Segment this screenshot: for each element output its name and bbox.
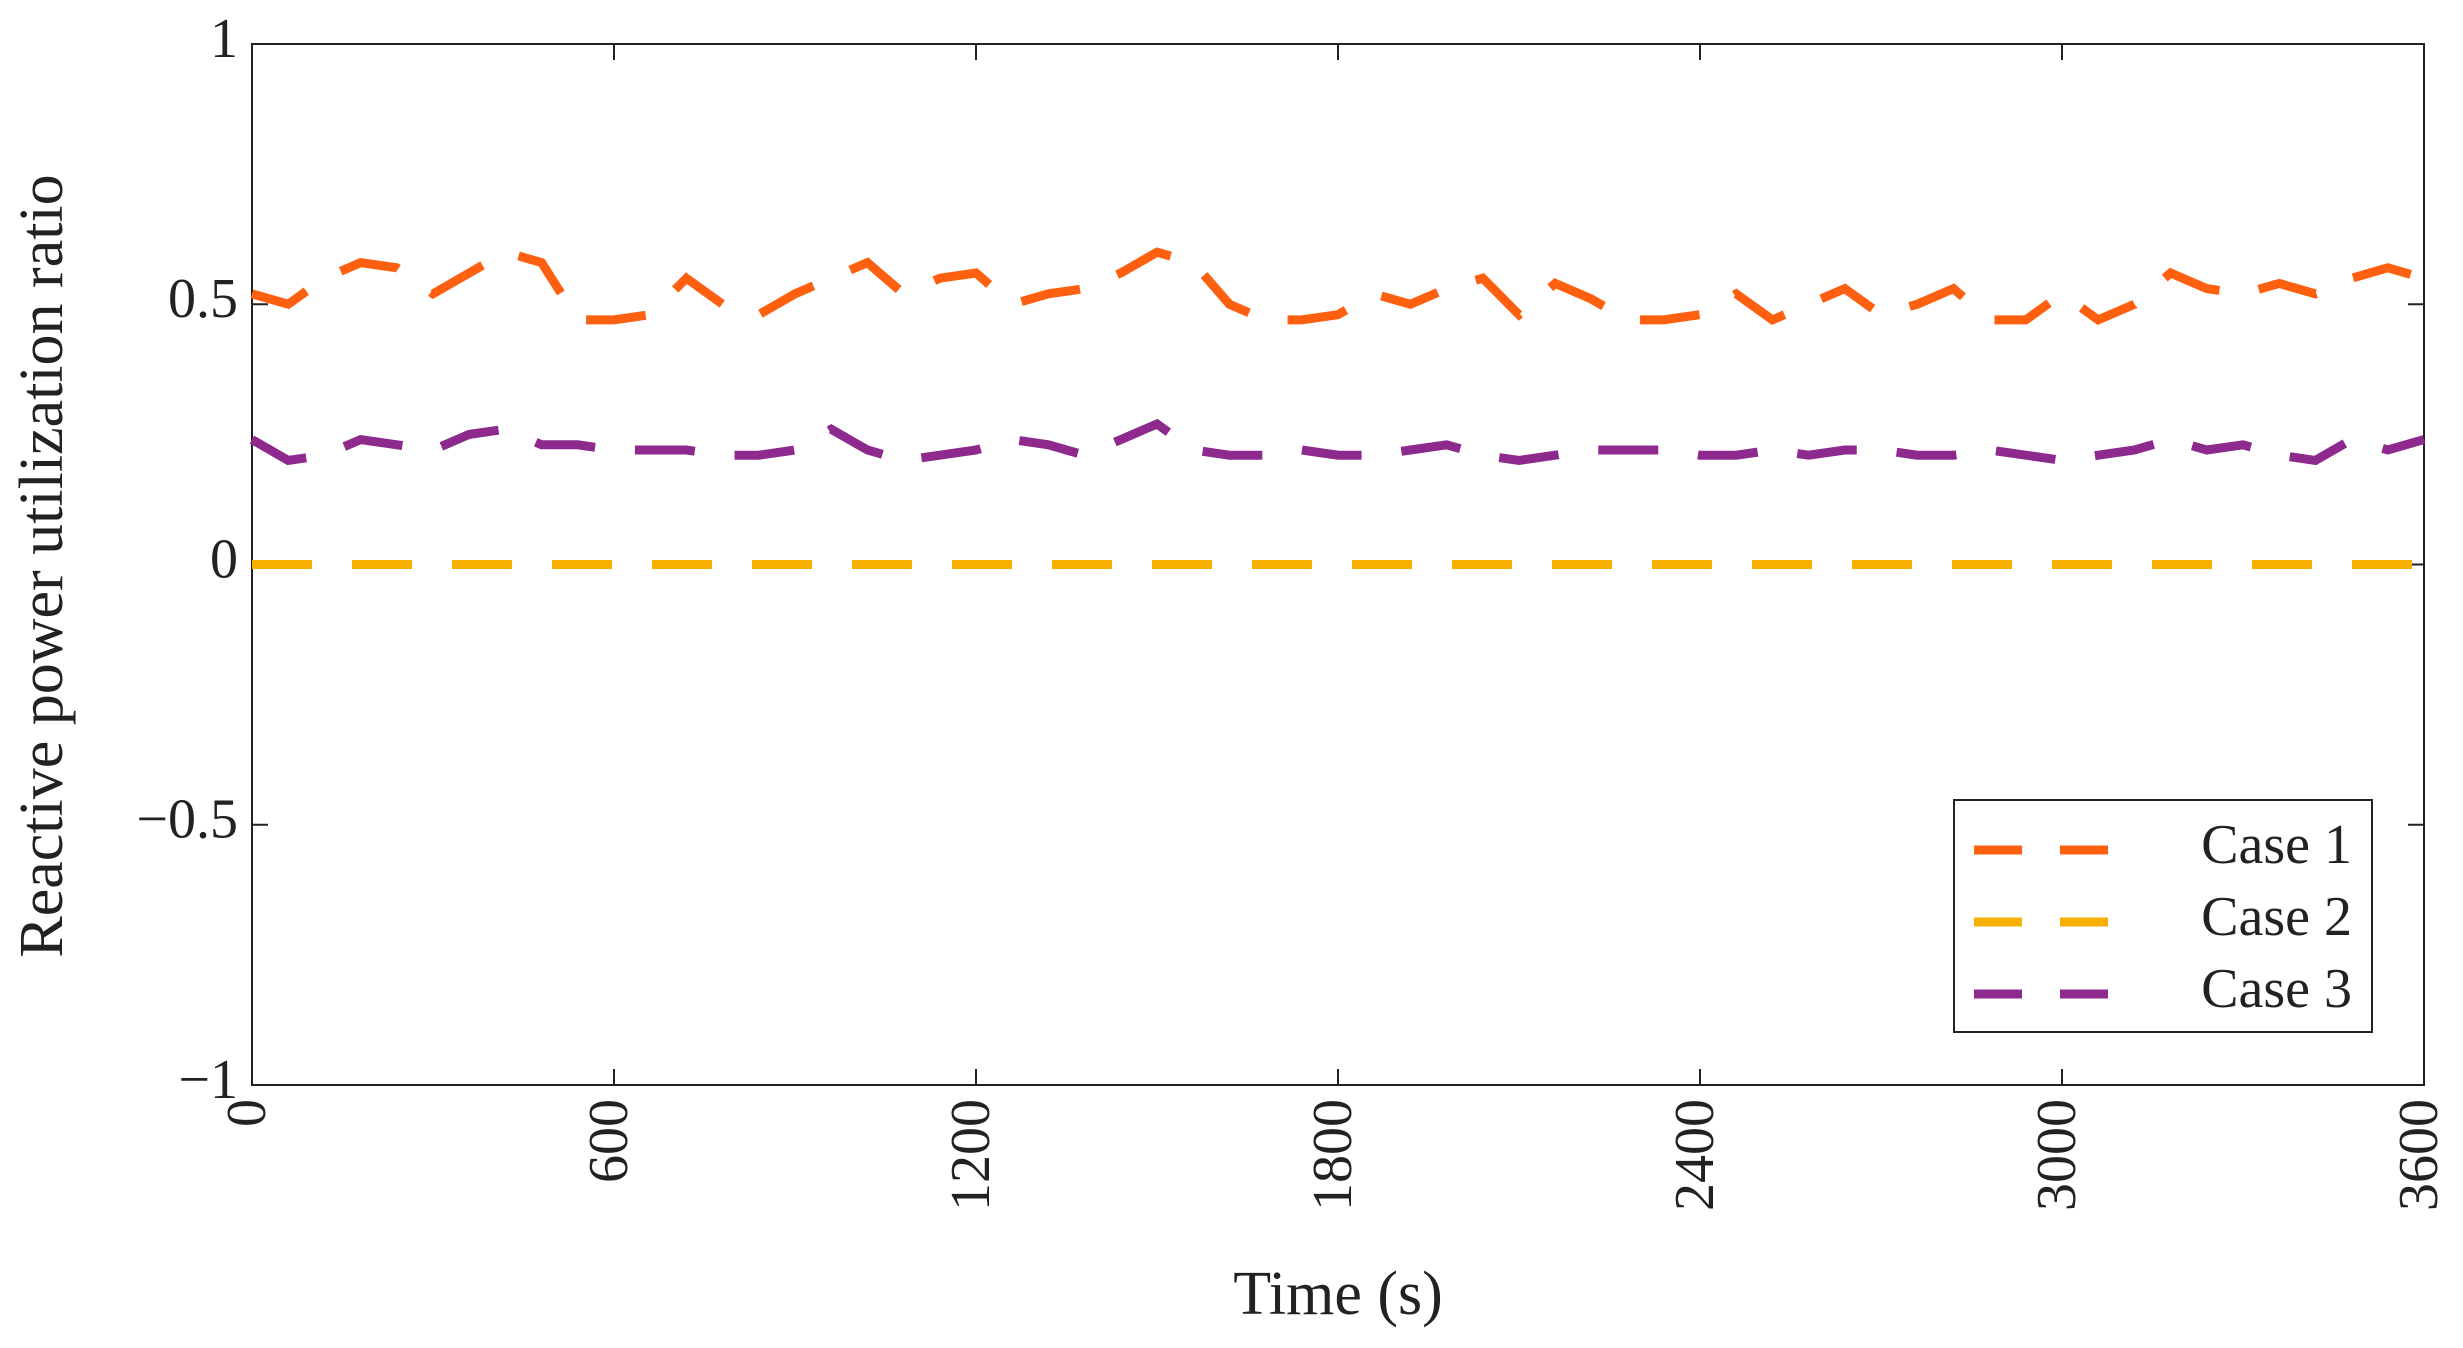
legend-label: Case 2 — [2201, 886, 2352, 948]
series-line — [249, 418, 2426, 466]
x-tick-label: 3000 — [2026, 1099, 2088, 1211]
x-axis-label: Time (s) — [1233, 1260, 1443, 1328]
y-tick-label: 1 — [210, 8, 238, 70]
y-tick-label: 0.5 — [168, 268, 238, 330]
x-tick-label: 600 — [578, 1099, 640, 1183]
y-tick-label: −0.5 — [136, 789, 238, 851]
legend-label: Case 1 — [2201, 814, 2352, 876]
x-tick-label: 1800 — [1302, 1099, 1364, 1211]
x-tick-label: 2400 — [1664, 1099, 1726, 1211]
x-tick-label: 1200 — [940, 1099, 1002, 1211]
legend-box — [1953, 799, 2373, 1033]
y-tick-label: −1 — [178, 1049, 238, 1111]
y-axis-label: Reactive power utilization ratio — [8, 174, 76, 957]
y-tick-label: 0 — [210, 528, 238, 590]
x-tick-label: 3600 — [2388, 1099, 2450, 1211]
x-tick-label: 0 — [216, 1099, 278, 1127]
legend-label: Case 3 — [2201, 958, 2352, 1020]
series-line — [250, 247, 2426, 326]
